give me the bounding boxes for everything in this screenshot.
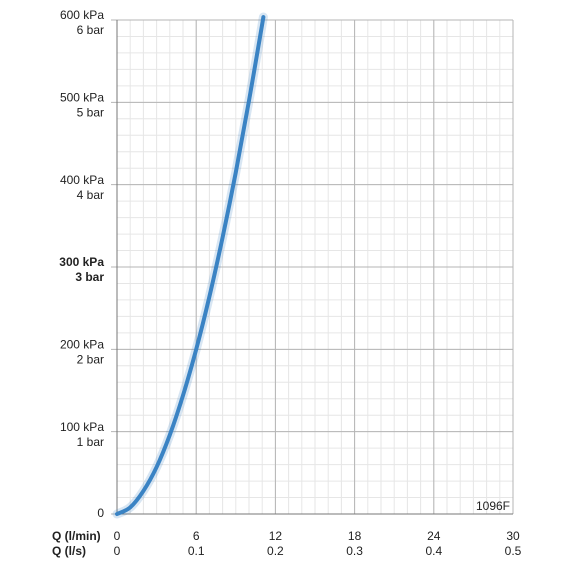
x2-tick-label: 0.4 (425, 544, 442, 558)
x-tick-label: 12 (269, 529, 283, 543)
y-tick-sublabel: 5 bar (77, 106, 104, 120)
y-tick-label: 500 kPa (60, 91, 104, 105)
x-tick-label: 0 (114, 529, 121, 543)
y-tick-label: 400 kPa (60, 173, 104, 187)
y-tick-label: 0 (97, 506, 104, 520)
x-tick-label: 18 (348, 529, 362, 543)
y-tick-sublabel: 4 bar (77, 188, 104, 202)
y-tick-label: 600 kPa (60, 8, 104, 22)
x2-tick-label: 0.2 (267, 544, 284, 558)
x-axis-label: Q (l/min) (52, 529, 101, 543)
y-tick-sublabel: 2 bar (77, 353, 104, 367)
x2-tick-label: 0.1 (188, 544, 205, 558)
x-tick-label: 30 (506, 529, 520, 543)
y-tick-sublabel: 1 bar (77, 435, 104, 449)
y-tick-label: 100 kPa (60, 420, 104, 434)
annotation: 1096F (476, 499, 510, 513)
y-tick-sublabel: 3 bar (75, 270, 104, 284)
x-tick-label: 24 (427, 529, 441, 543)
x-tick-label: 6 (193, 529, 200, 543)
y-tick-sublabel: 6 bar (77, 23, 104, 37)
y-tick-label: 200 kPa (60, 338, 104, 352)
x2-tick-label: 0 (114, 544, 121, 558)
line-halo (112, 12, 268, 519)
x2-tick-label: 0.3 (346, 544, 363, 558)
x2-tick-label: 0.5 (505, 544, 522, 558)
y-tick-label: 300 kPa (59, 255, 104, 269)
x2-axis-label: Q (l/s) (52, 544, 86, 558)
line (115, 15, 266, 516)
